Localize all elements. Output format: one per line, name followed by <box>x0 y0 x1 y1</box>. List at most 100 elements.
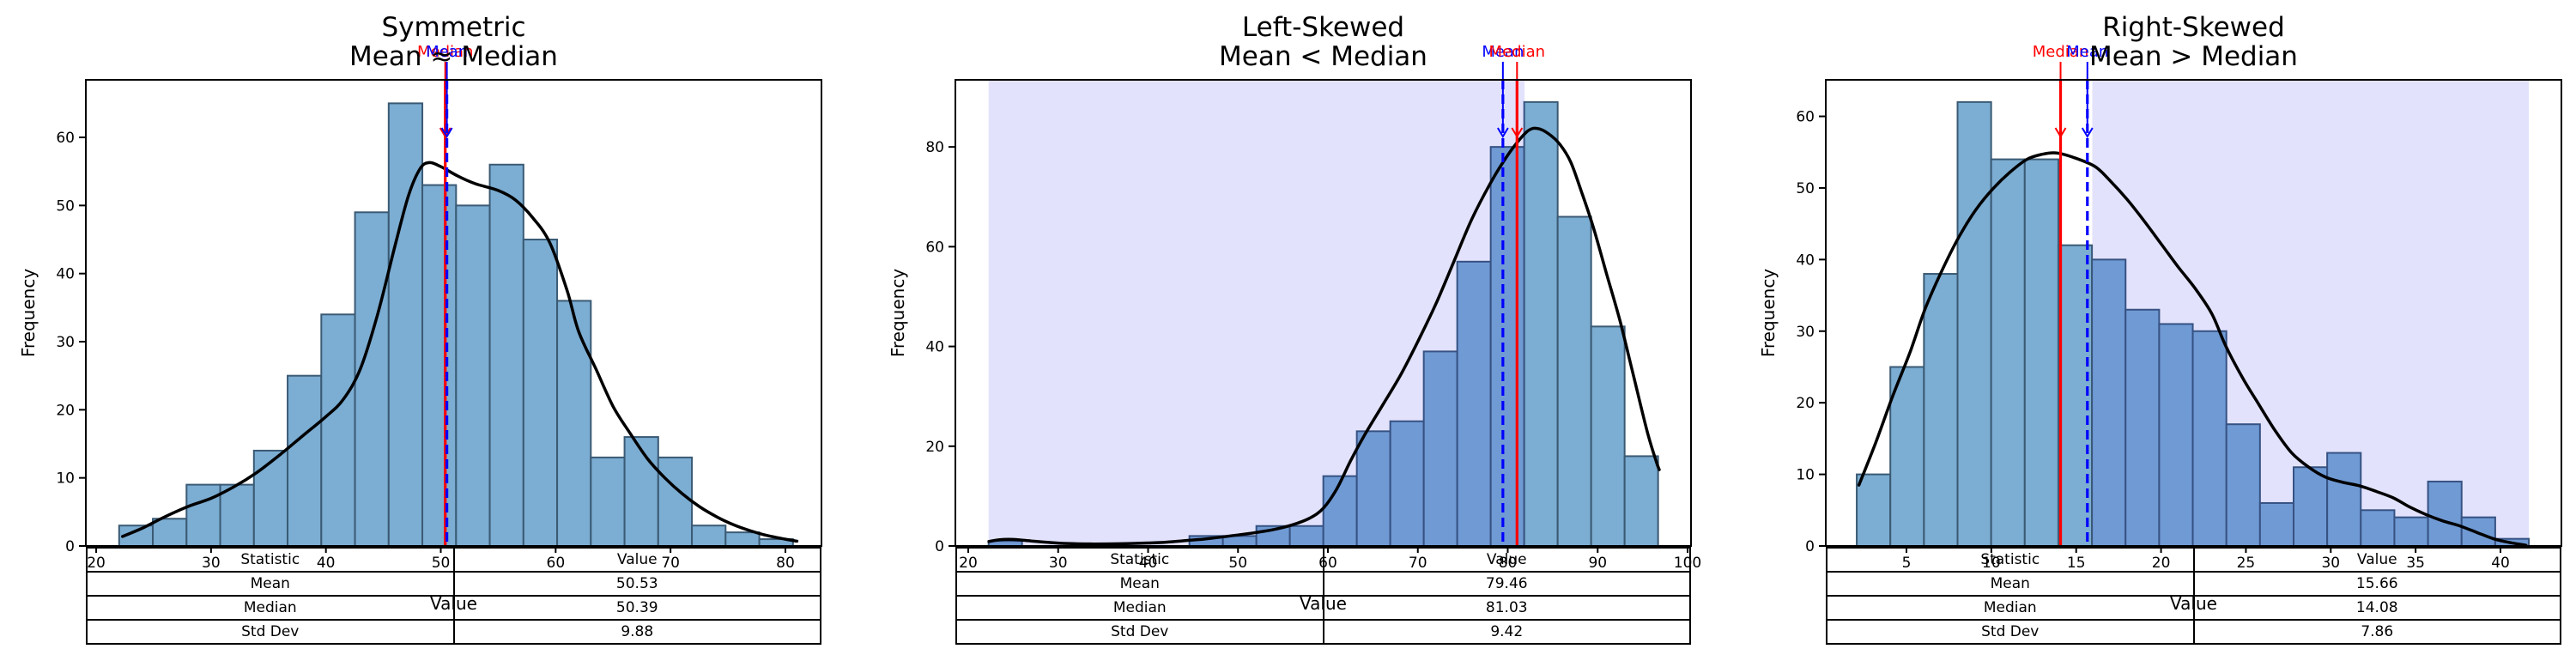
histogram-bar <box>590 456 626 548</box>
stats-row-value: 7.86 <box>2192 619 2561 645</box>
stats-row-label: Median <box>1826 595 2195 621</box>
median-label: Median <box>1489 43 1545 61</box>
histogram-bar <box>421 184 458 547</box>
histogram-bar <box>2124 308 2161 547</box>
axes-spines <box>955 79 1692 547</box>
stats-row-value: 15.66 <box>2192 571 2561 597</box>
stats-table-symmetric: Statistic Value Mean 50.53 Median 50.39 Std… <box>86 547 821 645</box>
stats-row-label: Median <box>86 595 455 621</box>
kde-curve <box>121 161 799 543</box>
stats-row-label: Std Dev <box>86 619 455 645</box>
median-arrow-head <box>2054 127 2067 138</box>
y-tick-label: 60 <box>1796 109 1815 126</box>
histogram-bar <box>1990 158 2026 547</box>
histogram-bar <box>1456 260 1492 547</box>
y-axis-label: Frequency <box>1758 269 1779 357</box>
histogram-bar <box>387 102 424 547</box>
stats-header-statistic: Statistic <box>955 547 1324 573</box>
stats-row-value: 81.03 <box>1322 595 1691 621</box>
y-tick-label: 10 <box>1796 467 1815 484</box>
histogram-bar <box>252 449 289 548</box>
y-tick-label: 80 <box>925 139 944 156</box>
y-axis-label: Frequency <box>888 269 908 357</box>
stats-header-value: Value <box>452 547 821 573</box>
histogram-bar <box>1889 366 1925 547</box>
histogram-bar <box>354 211 390 547</box>
panel-title-line2: Mean < Median <box>1219 41 1427 72</box>
median-label: Median <box>2033 43 2088 61</box>
y-tick-label: 0 <box>1805 538 1815 555</box>
y-tick-label: 50 <box>1796 180 1815 197</box>
shaded-region <box>2092 80 2530 546</box>
panel-title-line1: Left-Skewed <box>1242 12 1404 43</box>
histogram-bar <box>152 518 188 547</box>
axes-spines <box>85 79 822 547</box>
histogram-bar <box>2225 423 2261 547</box>
y-tick-label: 10 <box>56 470 75 488</box>
kde-curve <box>1857 151 2528 547</box>
y-tick-label: 60 <box>925 239 944 256</box>
stats-row-label: Std Dev <box>1826 619 2195 645</box>
y-tick-label: 0 <box>935 538 944 555</box>
histogram-bar <box>185 483 221 547</box>
mean-arrow-head <box>1496 127 1509 138</box>
mean-arrow-head <box>2081 127 2094 138</box>
histogram-bar <box>1623 455 1659 547</box>
stats-header-value: Value <box>2192 547 2561 573</box>
y-tick-label: 20 <box>56 402 75 419</box>
stats-row-value: 9.88 <box>452 619 821 645</box>
stats-row-value: 50.53 <box>452 571 821 597</box>
histogram-bar <box>2326 452 2362 548</box>
histogram-bar <box>1856 473 1892 547</box>
shaded-region <box>988 80 1525 546</box>
y-tick-label: 40 <box>56 266 75 283</box>
y-tick-label: 60 <box>56 130 75 147</box>
y-tick-label: 30 <box>56 334 75 351</box>
histogram-bar <box>488 163 524 547</box>
y-tick-label: 0 <box>65 538 75 555</box>
y-tick-label: 40 <box>925 339 944 356</box>
mean-label: Mean <box>2066 43 2108 61</box>
histogram-bar <box>455 204 491 548</box>
y-axis-label: Frequency <box>18 269 39 357</box>
histogram-bar <box>623 436 659 547</box>
stats-row-label: Median <box>955 595 1324 621</box>
panel-title-line2: Mean ≈ Median <box>349 41 558 72</box>
histogram-bar <box>1556 215 1592 548</box>
y-tick-label: 50 <box>56 197 75 215</box>
histogram-bar <box>1422 350 1458 547</box>
panel-title-line1: Right-Skewed <box>2102 12 2285 43</box>
stats-table-right-skewed: Statistic Value Mean 15.66 Median 14.08 Std… <box>1826 547 2561 645</box>
y-tick-label: 30 <box>1796 324 1815 341</box>
y-tick-label: 40 <box>1796 252 1815 269</box>
histogram-bar <box>724 531 761 547</box>
histogram-bar <box>2360 509 2396 547</box>
y-tick-label: 20 <box>1796 395 1815 412</box>
histogram-bar <box>1523 100 1559 548</box>
histogram-bar <box>691 525 727 547</box>
stats-row-label: Mean <box>955 571 1324 597</box>
histogram-bar <box>219 483 255 547</box>
stats-row-label: Mean <box>86 571 455 597</box>
stats-table-left-skewed: Statistic Value Mean 79.46 Median 81.03 Std… <box>955 547 1691 645</box>
median-label: Median <box>417 43 473 61</box>
stats-row-value: 9.42 <box>1322 619 1691 645</box>
mean-arrow-head <box>440 127 453 138</box>
histogram-bar <box>657 456 694 548</box>
histogram-bar <box>2191 330 2227 547</box>
median-arrow-head <box>1511 127 1524 138</box>
histogram-bar <box>287 374 323 547</box>
histogram-bar <box>320 313 356 547</box>
median-arrow-head <box>439 127 452 138</box>
stats-header-statistic: Statistic <box>86 547 455 573</box>
histogram-bar <box>2427 480 2463 547</box>
histogram-bar <box>1590 325 1626 547</box>
stats-header-value: Value <box>1322 547 1691 573</box>
histogram-bar <box>556 300 592 547</box>
stats-header-statistic: Statistic <box>1826 547 2195 573</box>
stats-row-label: Std Dev <box>955 619 1324 645</box>
stats-row-value: 79.46 <box>1322 571 1691 597</box>
